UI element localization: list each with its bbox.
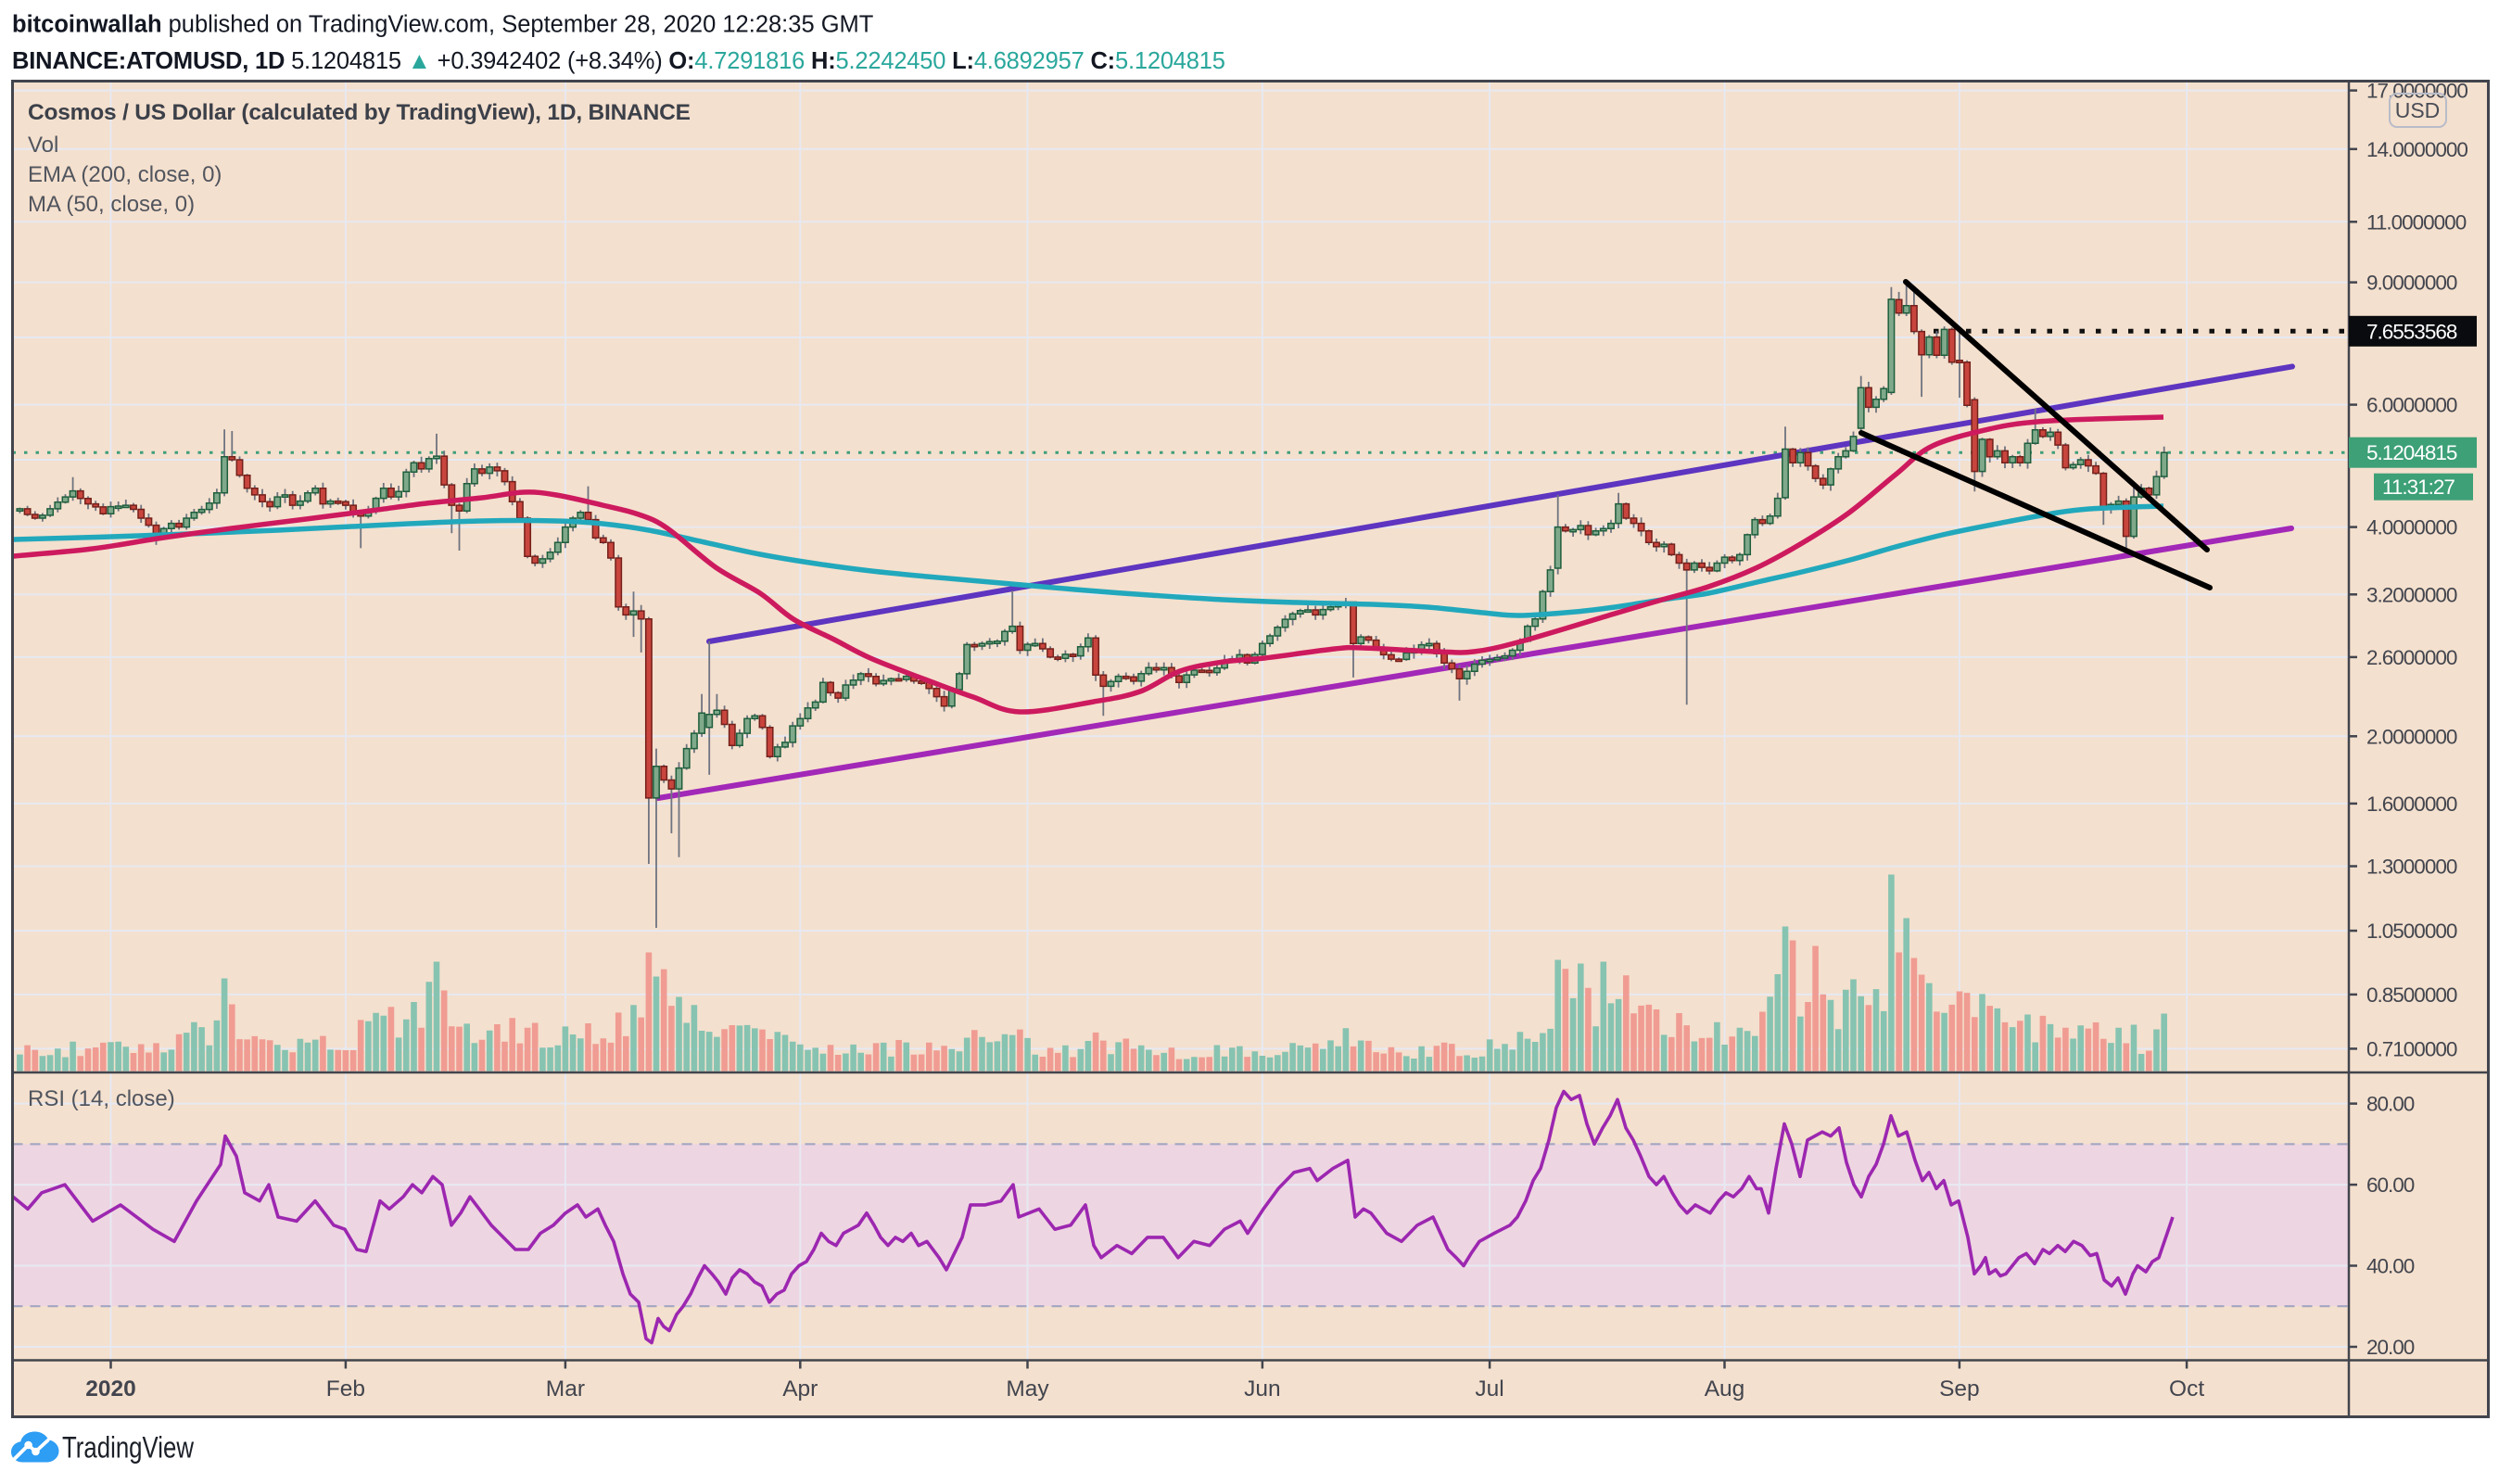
svg-text:Sep: Sep <box>1939 1376 1980 1402</box>
svg-text:USD: USD <box>2395 98 2441 122</box>
svg-text:40.00: 40.00 <box>2366 1255 2415 1278</box>
svg-text:MA (50, close, 0): MA (50, close, 0) <box>28 192 195 217</box>
svg-text:Feb: Feb <box>326 1376 365 1402</box>
svg-text:9.0000000: 9.0000000 <box>2366 272 2457 295</box>
svg-text:May: May <box>1006 1376 1049 1402</box>
svg-text:0.8500000: 0.8500000 <box>2366 983 2457 1007</box>
svg-text:TradingView: TradingView <box>62 1431 195 1465</box>
svg-text:Apr: Apr <box>782 1376 818 1402</box>
svg-text:RSI (14, close): RSI (14, close) <box>28 1086 175 1111</box>
svg-text:Vol: Vol <box>28 133 58 158</box>
svg-text:1.3000000: 1.3000000 <box>2366 856 2457 879</box>
svg-text:Cosmos / US Dollar (calculated: Cosmos / US Dollar (calculated by Tradin… <box>28 100 691 125</box>
svg-text:20.00: 20.00 <box>2366 1336 2415 1359</box>
svg-text:Aug: Aug <box>1705 1376 1745 1402</box>
svg-text:4.0000000: 4.0000000 <box>2366 516 2457 539</box>
svg-text:3.2000000: 3.2000000 <box>2366 583 2457 606</box>
svg-text:6.0000000: 6.0000000 <box>2366 394 2457 417</box>
svg-text:1.6000000: 1.6000000 <box>2366 793 2457 816</box>
svg-text:Mar: Mar <box>546 1376 585 1402</box>
svg-text:60.00: 60.00 <box>2366 1173 2415 1197</box>
svg-text:5.1204815: 5.1204815 <box>2366 441 2457 464</box>
svg-text:0.7100000: 0.7100000 <box>2366 1037 2457 1060</box>
svg-text:Jun: Jun <box>1244 1376 1281 1402</box>
svg-text:11:31:27: 11:31:27 <box>2382 476 2455 499</box>
svg-text:EMA (200, close, 0): EMA (200, close, 0) <box>28 162 222 187</box>
svg-text:11.0000000: 11.0000000 <box>2366 210 2467 234</box>
svg-text:7.6553568: 7.6553568 <box>2366 320 2457 343</box>
svg-text:2020: 2020 <box>85 1376 136 1402</box>
svg-text:1.0500000: 1.0500000 <box>2366 920 2457 943</box>
svg-text:2.0000000: 2.0000000 <box>2366 725 2457 748</box>
svg-text:bitcoinwallah published on Tra: bitcoinwallah published on TradingView.c… <box>12 12 873 38</box>
svg-text:2.6000000: 2.6000000 <box>2366 646 2457 669</box>
svg-text:80.00: 80.00 <box>2366 1093 2415 1116</box>
svg-text:Oct: Oct <box>2169 1376 2204 1402</box>
svg-text:Jul: Jul <box>1475 1376 1503 1402</box>
svg-text:BINANCE:ATOMUSD, 1D 5.1204815: BINANCE:ATOMUSD, 1D 5.1204815 ▲ +0.39424… <box>12 48 1225 74</box>
svg-text:14.0000000: 14.0000000 <box>2366 138 2467 161</box>
svg-text:17.0000000: 17.0000000 <box>2366 80 2467 103</box>
